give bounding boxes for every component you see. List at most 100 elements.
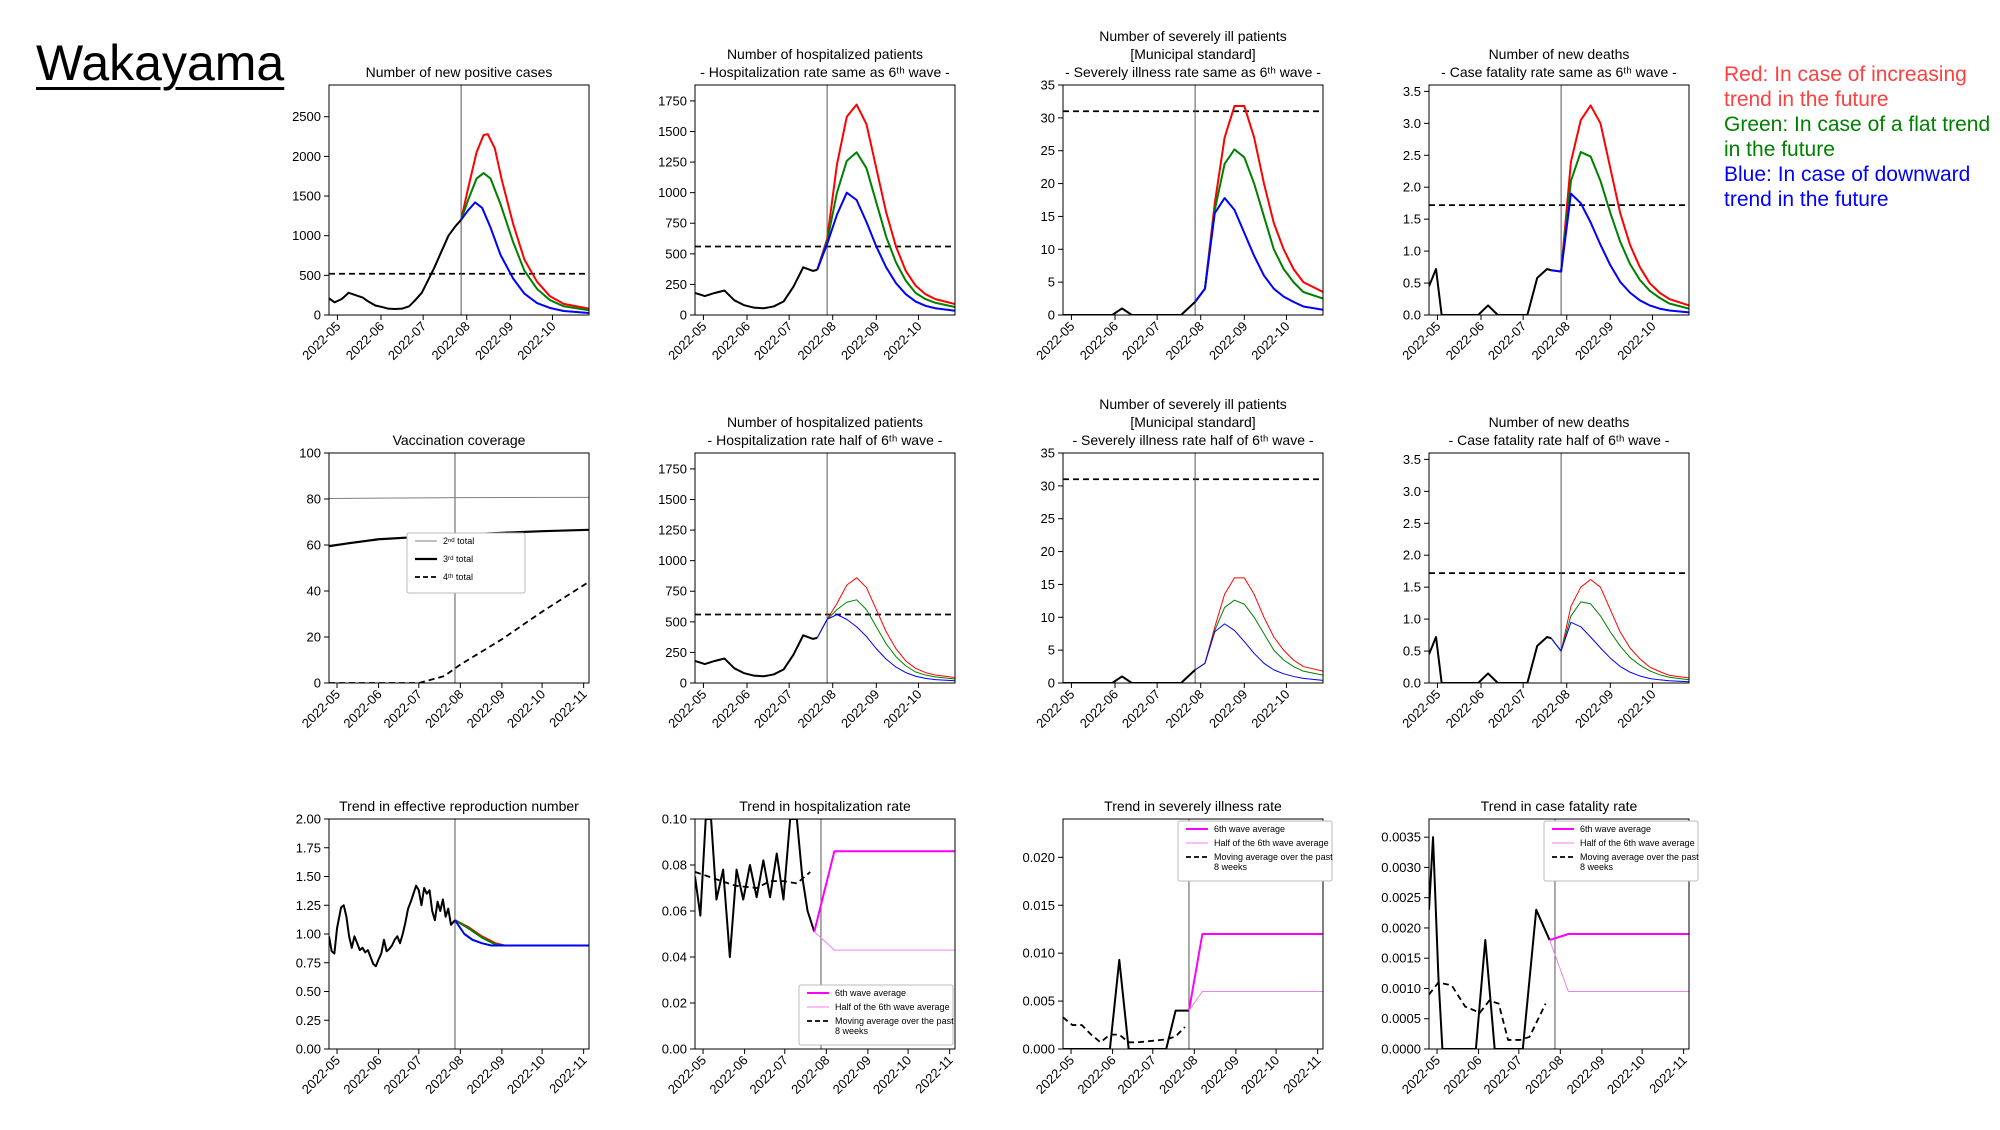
x-tick-label: 2022-09 [1206, 319, 1250, 363]
y-tick-label: 0.02 [662, 996, 687, 1011]
series-line-red [816, 103, 955, 305]
x-tick-label: 2022-05 [1399, 687, 1443, 731]
x-tick-label: 2022-05 [1033, 1053, 1077, 1097]
y-tick-label: 1.5 [1403, 212, 1421, 227]
y-tick-label: 0.06 [662, 904, 687, 919]
series-line-black [329, 581, 589, 683]
y-tick-label: 250 [665, 277, 687, 292]
x-tick-label: 2022-08 [1163, 687, 1207, 731]
legend-box [1177, 820, 1333, 882]
series-line-blue [816, 613, 955, 682]
series-line-black [1429, 268, 1552, 315]
y-tick-label: 20 [1041, 176, 1055, 191]
y-tick-label: 3.0 [1403, 116, 1421, 131]
chart-title: Trend in severely illness rate [1104, 798, 1282, 814]
y-tick-label: 5 [1048, 275, 1055, 290]
y-tick-label: 0.0020 [1381, 920, 1421, 935]
x-tick-label: 2022-08 [1522, 1053, 1566, 1097]
y-tick-label: 0.0035 [1381, 830, 1421, 845]
y-tick-label: 2.5 [1403, 148, 1421, 163]
x-tick-label: 2022-08 [1156, 1053, 1200, 1097]
plot-area [1063, 453, 1323, 683]
x-tick-label: 2022-10 [880, 687, 924, 731]
plot-area [329, 819, 589, 1049]
y-tick-label: 0.04 [662, 950, 687, 965]
y-tick-label: 0.0030 [1381, 860, 1421, 875]
y-tick-label: 0 [314, 676, 321, 691]
x-tick-label: 2022-09 [1206, 687, 1250, 731]
series-line-black [695, 819, 816, 958]
legend-label: 4ᵗʰ total [443, 572, 473, 582]
y-tick-label: 3.0 [1403, 484, 1421, 499]
y-tick-label: 750 [665, 216, 687, 231]
x-tick-label: 2022-10 [870, 1053, 914, 1097]
y-tick-label: 250 [665, 645, 687, 660]
legend-label: 6th wave average [1214, 824, 1285, 834]
chart-3: Number of severely ill patients [Municipa… [1033, 28, 1324, 363]
chart-1: Number of new positive cases 0 500 1000 1500… [292, 64, 590, 363]
legend-label: 6th wave average [835, 988, 906, 998]
chart-legend: 6th wave average Half of the 6th wave ave… [798, 984, 954, 1046]
chart-8: Number of new deaths - Case fatality rate… [1399, 414, 1690, 731]
chart-title: Trend in hospitalization rate [739, 798, 911, 814]
plot-area [695, 453, 955, 683]
y-tick-label: 5 [1048, 643, 1055, 658]
plot-area [1429, 85, 1689, 315]
y-tick-label: 1250 [658, 523, 687, 538]
plot-area [695, 85, 955, 315]
x-tick-label: 2022-09 [838, 319, 882, 363]
x-tick-label: 2022-07 [751, 687, 795, 731]
x-tick-label: 2022-09 [1564, 1053, 1608, 1097]
series-line-black [329, 219, 462, 311]
x-tick-label: 2022-09 [464, 687, 508, 731]
x-tick-label: 2022-05 [1399, 319, 1443, 363]
plot-frame [1428, 818, 1690, 1050]
x-tick-label: 2022-07 [381, 687, 425, 731]
series-line-green [1194, 148, 1323, 303]
chart-11: Trend in severely illness rate 0.000 0.005… [1022, 798, 1333, 1097]
x-tick-label: 2022-07 [1481, 1053, 1525, 1097]
chart-legend: 6th wave average Half of the 6th wave ave… [1177, 820, 1333, 882]
y-tick-label: 500 [665, 246, 687, 261]
chart-title: - Severely illness rate half of 6ᵗʰ wave… [1072, 432, 1313, 448]
series-line-black [1063, 301, 1196, 315]
chart-title: Trend in effective reproduction number [339, 798, 579, 814]
x-tick-label: 2022-06 [706, 1053, 750, 1097]
chart-title: - Severely illness rate same as 6ᵗʰ wave… [1065, 64, 1321, 80]
y-tick-label: 0.0 [1403, 676, 1421, 691]
series-line-violet [1188, 991, 1323, 1011]
x-tick-label: 2022-10 [504, 687, 548, 731]
series-line-black [1429, 636, 1552, 683]
x-tick-label: 2022-06 [340, 687, 384, 731]
x-tick-label: 2022-07 [1485, 319, 1529, 363]
x-tick-label: 2022-07 [381, 1053, 425, 1097]
x-tick-label: 2022-07 [1485, 687, 1529, 731]
x-tick-label: 2022-09 [838, 687, 882, 731]
x-tick-label: 2022-08 [1529, 687, 1573, 731]
y-tick-label: 1500 [658, 124, 687, 139]
x-tick-label: 2022-06 [709, 687, 753, 731]
legend-box [1543, 820, 1699, 882]
y-tick-label: 0.020 [1022, 850, 1055, 865]
plot-frame [694, 452, 956, 684]
y-tick-label: 0.00 [662, 1042, 687, 1057]
chart-title: [Municipal standard] [1130, 414, 1255, 430]
y-tick-label: 2500 [292, 109, 321, 124]
y-tick-label: 2.0 [1403, 548, 1421, 563]
legend-label: Moving average over the past 8 weeks [1214, 852, 1333, 872]
x-tick-label: 2022-06 [1440, 1053, 1484, 1097]
x-tick-label: 2022-11 [912, 1053, 956, 1097]
x-tick-label: 2022-05 [665, 1053, 709, 1097]
y-tick-label: 10 [1041, 610, 1055, 625]
chart-title: - Case fatality rate half of 6ᵗʰ wave - [1449, 432, 1670, 448]
y-tick-label: 0.0 [1403, 308, 1421, 323]
series-line-red [1194, 577, 1323, 672]
x-tick-label: 2022-05 [665, 319, 709, 363]
plot-frame [1062, 452, 1324, 684]
x-tick-label: 2022-06 [1443, 687, 1487, 731]
y-tick-label: 25 [1041, 143, 1055, 158]
series-line-blue [1551, 192, 1689, 314]
y-tick-label: 1500 [658, 492, 687, 507]
y-tick-label: 0.50 [296, 984, 321, 999]
note-green: Green: In case of a flat trend in the fu… [1724, 113, 1991, 161]
